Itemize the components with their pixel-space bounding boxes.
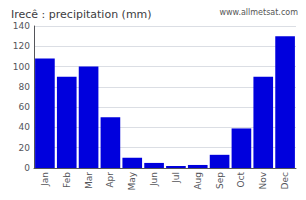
svg-text:Jul: Jul	[171, 172, 181, 184]
svg-text:120: 120	[13, 41, 30, 51]
svg-text:Feb: Feb	[62, 172, 72, 188]
svg-text:40: 40	[19, 122, 31, 132]
svg-text:20: 20	[19, 143, 31, 153]
svg-text:Irecê : precipitation (mm): Irecê : precipitation (mm)	[11, 8, 152, 21]
svg-text:100: 100	[13, 62, 30, 72]
svg-text:Aug: Aug	[193, 172, 203, 190]
svg-text:Jun: Jun	[149, 172, 159, 187]
svg-text:May: May	[127, 171, 137, 190]
svg-text:Sep: Sep	[215, 172, 225, 189]
svg-text:Nov: Nov	[258, 171, 268, 189]
svg-text:Jan: Jan	[40, 172, 50, 187]
svg-text:0: 0	[24, 163, 30, 173]
svg-text:Apr: Apr	[105, 172, 115, 188]
svg-text:Mar: Mar	[84, 172, 94, 189]
svg-text:Dec: Dec	[280, 172, 290, 189]
svg-text:www.allmetsat.com: www.allmetsat.com	[220, 8, 299, 17]
svg-text:60: 60	[19, 102, 31, 112]
svg-text:80: 80	[19, 82, 31, 92]
svg-text:Oct: Oct	[236, 172, 246, 188]
svg-text:140: 140	[13, 21, 30, 31]
